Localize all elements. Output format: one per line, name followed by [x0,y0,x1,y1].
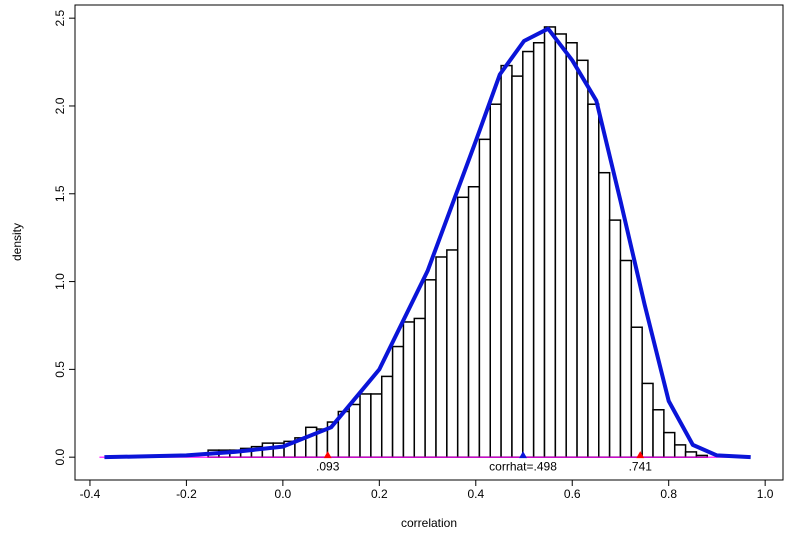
histogram-bar [576,59,589,458]
histogram-bar [467,185,481,458]
histogram-bar [489,103,502,458]
histogram-bar [641,382,654,458]
y-tick-label: 1.0 [53,273,67,290]
histogram-bar [652,409,665,458]
y-tick-label: 2.0 [53,97,67,114]
histogram-bar [522,50,535,458]
annotation-label: .093 [316,459,340,473]
histogram-bar [435,256,448,458]
histogram-bar [608,219,622,458]
histogram-bar [543,26,557,458]
x-tick-label: 0.4 [467,487,484,501]
histogram-bar [565,42,578,458]
annotation-marker [519,451,528,459]
histogram-bar [630,326,643,458]
histogram-bar [663,431,676,458]
histogram-bar [391,345,405,458]
histogram-bar [424,279,437,458]
x-tick-label: 1.0 [757,487,774,501]
histogram-bar [402,321,416,458]
histogram-bar [446,249,459,458]
histogram-bar [598,171,611,458]
x-axis-label: correlation [401,516,457,530]
histogram-bar [348,403,361,458]
x-tick-label: 0.8 [660,487,677,501]
annotation-label: .741 [629,459,653,473]
x-tick-label: -0.4 [80,487,101,501]
histogram-bar [380,375,394,458]
histogram-bar [684,451,698,458]
annotation-label: corrhat=.498 [489,459,557,473]
histogram-bar [673,444,687,458]
x-tick-label: 0.0 [275,487,292,501]
histogram-bar [413,317,426,458]
histogram-bar [359,393,372,458]
y-tick-label: 1.5 [53,185,67,202]
y-axis-label: density [10,223,24,261]
histogram-bar [500,64,513,458]
histogram-bar [456,196,470,458]
histogram-bar [478,138,492,458]
x-tick-label: 0.6 [564,487,581,501]
y-tick-label: 0.5 [53,361,67,378]
histogram-bar [370,393,383,458]
y-tick-label: 0.0 [53,449,67,466]
plot-frame [74,4,784,481]
annotation-marker [323,451,332,459]
histogram-bar [619,259,633,458]
histogram-bar [511,75,524,458]
density-curve [104,26,751,460]
histogram-bar [587,103,600,458]
annotation-marker [636,451,645,459]
y-tick-label: 2.5 [53,10,67,27]
x-tick-label: 0.2 [371,487,388,501]
x-tick-label: -0.2 [176,487,197,501]
histogram-bar [554,33,567,458]
histogram-bar [532,42,546,458]
